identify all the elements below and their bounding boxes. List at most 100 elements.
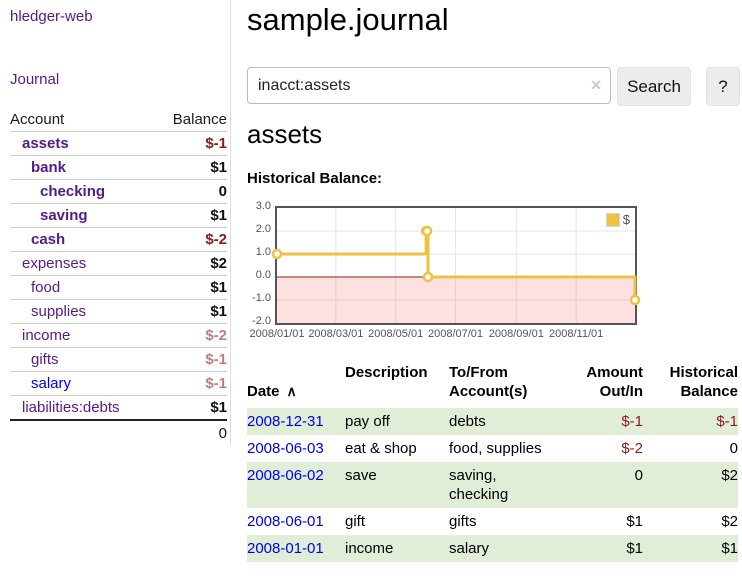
main-content: sample.journal ✕ Search ? assets Histori… [247, 0, 740, 582]
register-cell-balance: $2 [721, 467, 738, 484]
accounts-header-account: Account [10, 111, 65, 128]
clear-search-icon[interactable]: ✕ [590, 77, 602, 93]
transaction-date-link[interactable]: 2008-06-03 [247, 440, 324, 457]
sidebar-account-row: cash $-2 [10, 227, 227, 251]
transaction-date-link[interactable]: 2008-06-02 [247, 467, 324, 484]
sidebar-account-bank[interactable]: bank [31, 159, 67, 176]
column-header-date[interactable]: Date ∧ [247, 360, 345, 408]
account-balance: $-2 [205, 327, 227, 344]
sidebar-account-row: gifts $-1 [10, 347, 227, 371]
register-row: 2008-06-01 gift gifts $1 $2 [247, 508, 738, 535]
account-balance: $2 [210, 255, 227, 272]
register-cell-accounts: food, supplies [449, 440, 542, 457]
app-brand-link[interactable]: hledger-web [10, 8, 93, 25]
chart-x-tick-label: 2008/05/01 [368, 328, 424, 340]
chart-y-tick-label: -2.0 [252, 315, 271, 327]
chart-legend: $ [605, 212, 630, 227]
register-cell-date: 2008-12-31 [247, 408, 345, 435]
account-balance: $1 [210, 399, 227, 416]
sidebar-account-assets[interactable]: assets [22, 135, 69, 152]
account-heading: assets [247, 119, 323, 149]
sidebar-account-row: bank $1 [10, 155, 227, 179]
sidebar-account-row: liabilities:debts $1 [10, 395, 227, 419]
register-header-row: Date ∧ Description To/From Account(s) Amo… [247, 360, 738, 408]
column-header-accounts: To/From Account(s) [449, 364, 528, 400]
sidebar-account-row: checking 0 [10, 179, 227, 203]
account-balance: $-2 [205, 231, 227, 248]
register-cell-amount: $-1 [621, 413, 643, 430]
chart-x-tick-label: 2008/09/01 [488, 328, 544, 340]
transaction-date-link[interactable]: 2008-12-31 [247, 413, 324, 430]
chart-y-tick-label: 3.0 [255, 200, 271, 212]
register-row: 2008-06-03 eat & shop food, supplies $-2 0 [247, 435, 738, 462]
search-input[interactable] [247, 67, 611, 104]
sidebar-account-row: expenses $2 [10, 251, 227, 275]
accounts-rows: assets $-1 bank $1 checking 0 saving $1 cash $-2 e… [10, 131, 227, 419]
register-cell-description: income [345, 540, 394, 557]
register-row: 2008-06-02 save saving, checking 0 $2 [247, 462, 738, 508]
historical-balance-label: Historical Balance: [247, 170, 383, 187]
sidebar-account-row: supplies $1 [10, 299, 227, 323]
column-header-balance: Historical Balance [669, 364, 738, 400]
register-row: 2008-01-01 income salary $1 $1 [247, 535, 738, 562]
register-cell-date: 2008-06-03 [247, 435, 345, 462]
help-button[interactable]: ? [706, 67, 740, 106]
sidebar-account-income[interactable]: income [22, 327, 71, 344]
account-balance: $1 [210, 303, 227, 320]
register-cell-balance: $2 [721, 513, 738, 530]
legend-color-swatch [605, 212, 620, 227]
register-cell-balance: 0 [729, 440, 738, 457]
column-header-amount: Amount Out/In [586, 364, 643, 400]
page-title: sample.journal [247, 2, 449, 37]
register-cell-balance: $1 [721, 540, 738, 557]
search-row: ✕ Search ? [247, 67, 740, 106]
register-cell-accounts: salary [449, 540, 490, 557]
register-cell-amount: $1 [626, 540, 643, 557]
sidebar-account-salary[interactable]: salary [31, 375, 72, 392]
account-balance: $-1 [205, 135, 227, 152]
chart-y-tick-label: 0.0 [255, 269, 271, 281]
sidebar-account-expenses[interactable]: expenses [22, 255, 87, 272]
account-balance: $1 [210, 279, 227, 296]
transaction-date-link[interactable]: 2008-01-01 [247, 540, 324, 557]
sidebar-account-cash[interactable]: cash [31, 231, 66, 248]
accounts-total-balance: 0 [218, 425, 227, 442]
accounts-table: Account Balance assets $-1 bank $1 checking 0… [10, 108, 227, 446]
chart-x-tick-label: 2008/03/01 [308, 328, 364, 340]
sidebar-account-checking[interactable]: checking [40, 183, 106, 200]
sidebar-account-saving[interactable]: saving [40, 207, 88, 224]
chart-plot-area: $ [271, 206, 641, 325]
account-balance: $-1 [205, 351, 227, 368]
accounts-table-header: Account Balance [10, 108, 227, 131]
register-cell-accounts: debts [449, 413, 486, 430]
sidebar-account-row: assets $-1 [10, 131, 227, 155]
column-header-description: Description [345, 364, 428, 381]
search-box: ✕ [247, 67, 611, 106]
sidebar-account-liabilities-debts[interactable]: liabilities:debts [22, 399, 120, 416]
account-balance: 0 [218, 183, 227, 200]
register-cell-description: pay off [345, 413, 390, 430]
legend-series-label: $ [622, 212, 630, 227]
sidebar: hledger-web Journal Account Balance asse… [0, 0, 231, 445]
sort-ascending-icon[interactable]: ∧ [286, 383, 297, 399]
transaction-date-link[interactable]: 2008-06-01 [247, 513, 324, 530]
chart-x-tick-label: 2008/01/01 [249, 328, 305, 340]
sidebar-account-supplies[interactable]: supplies [31, 303, 87, 320]
sidebar-account-row: saving $1 [10, 203, 227, 227]
account-balance: $1 [210, 207, 227, 224]
sidebar-account-gifts[interactable]: gifts [31, 351, 59, 368]
register-cell-description: gift [345, 513, 366, 530]
register-cell-amount: $1 [626, 513, 643, 530]
balance-chart-svg [271, 208, 641, 323]
register-cell-accounts: gifts [449, 513, 477, 530]
register-cell-amount: $-2 [621, 440, 643, 457]
sidebar-account-row: food $1 [10, 275, 227, 299]
sidebar-account-row: income $-2 [10, 323, 227, 347]
chart-y-tick-label: 1.0 [255, 246, 271, 258]
account-balance: $-1 [205, 375, 227, 392]
historical-balance-chart: $ 3.0 2.0 1.0 0.0 -1.0 -2.0 2008/01/01 2008/03/… [247, 200, 738, 349]
sidebar-account-food[interactable]: food [31, 279, 61, 296]
sidebar-account-row: salary $-1 [10, 371, 227, 395]
sidebar-item-journal[interactable]: Journal [10, 71, 60, 88]
search-button[interactable]: Search [617, 67, 691, 106]
